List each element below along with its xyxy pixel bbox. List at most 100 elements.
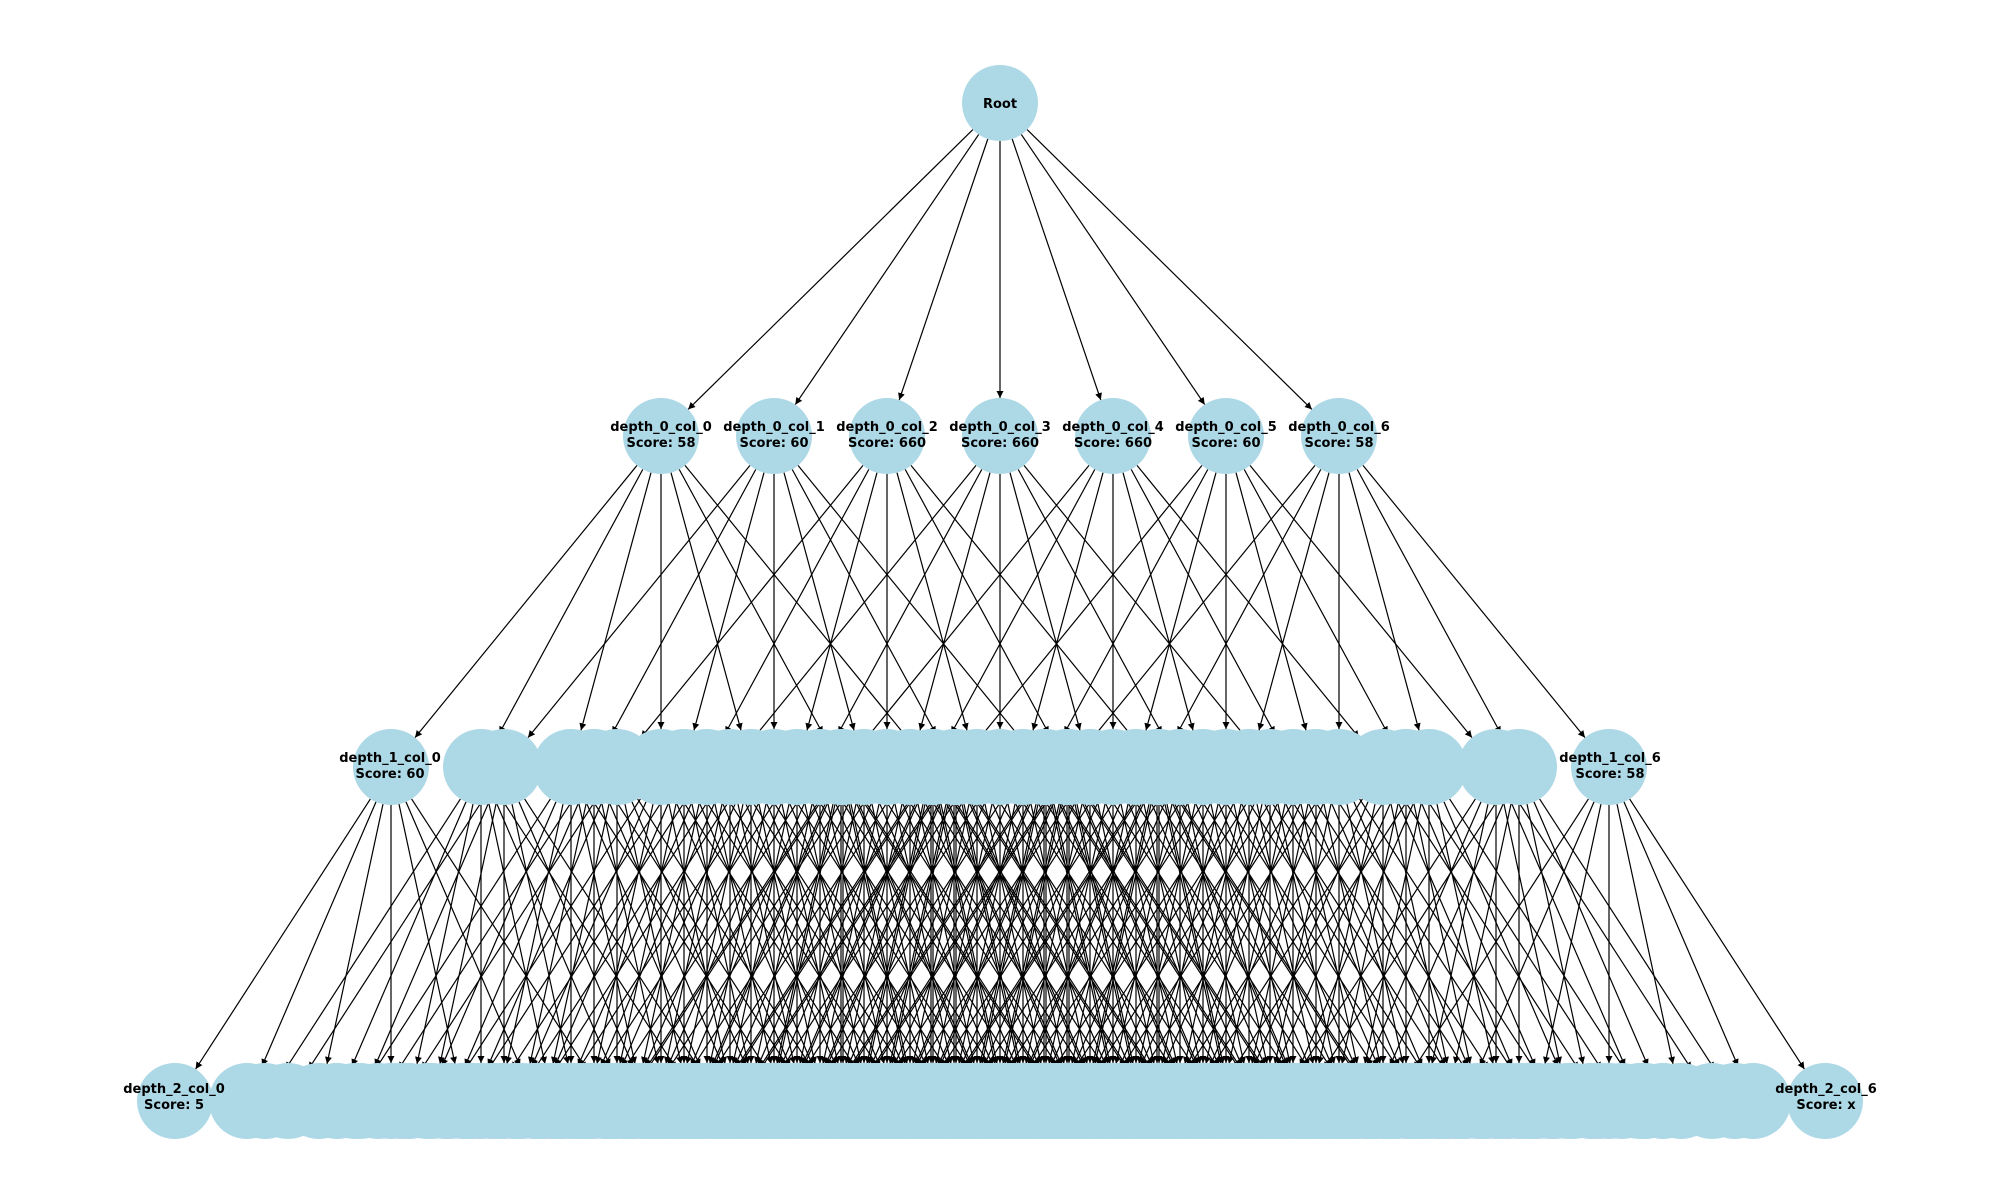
edge-arrow-l3-246 [826, 801, 942, 1067]
level-3-node-308 [995, 1063, 1071, 1139]
edge-arrow-l3-44 [865, 803, 924, 1065]
edge-arrow-l3-72 [708, 803, 767, 1065]
edge-arrow-l3-36 [711, 801, 827, 1067]
edge-arrow-l3-322 [1233, 798, 1409, 1070]
edge-arrow-l3-121 [821, 803, 880, 1065]
edge-arrow-l3-107 [641, 803, 700, 1065]
edge-arrow-l3-225 [1073, 801, 1189, 1067]
edge-arrow-l3-56 [398, 798, 574, 1070]
edge-arrow-l3-170 [934, 803, 993, 1065]
edge-arrow-l3-233 [1227, 803, 1286, 1065]
edge-arrow-l3-190 [1140, 801, 1256, 1067]
edge-arrow-l1-4 [1011, 138, 1102, 401]
level-3-node-342 [1787, 1063, 1863, 1139]
edge-arrow-l3-155 [690, 801, 806, 1067]
edge-arrow-l3-236 [1307, 801, 1423, 1067]
level-1-name-1: depth_0_col_1 [723, 420, 825, 435]
edge-arrow-l3-197 [713, 801, 829, 1067]
edge-arrow-l3-280 [1210, 798, 1386, 1070]
edge-arrow-l3-254 [980, 803, 1039, 1065]
level-2-node-35 [918, 729, 994, 805]
edge-arrow-l3-253 [916, 801, 1032, 1067]
level-1-name-2: depth_0_col_2 [836, 420, 938, 435]
edge-arrow-l3-14 [375, 798, 551, 1070]
edge-arrow-l3-90 [974, 798, 1150, 1070]
edge-arrow-l3-37 [775, 803, 834, 1065]
edge-arrow-l3-135 [1001, 803, 1060, 1065]
edge-arrow-l3-203 [737, 798, 913, 1070]
edge-arrow-l3-287 [1300, 798, 1476, 1070]
edge-arrow-l3-134 [937, 801, 1053, 1067]
edge-arrow-l3-237 [1313, 798, 1489, 1070]
node-layer [137, 65, 1863, 1139]
edge-arrow-l3-48 [951, 798, 1127, 1070]
level-1-node-4 [1075, 398, 1151, 474]
level-3-node-294 [815, 1063, 891, 1139]
edge-arrow-l3-182 [984, 798, 1160, 1070]
level-1-node-5 [1188, 398, 1264, 474]
edge-arrow-l3-266 [1030, 798, 1206, 1070]
edge-arrow-l2-42 [1092, 465, 1316, 738]
edge-arrow-l3-51 [438, 803, 497, 1065]
level-2-node-0 [353, 729, 429, 805]
edge-arrow-l2-8 [611, 469, 757, 734]
edge-arrow-l2-9 [692, 472, 765, 731]
edge-arrow-l3-65 [618, 803, 677, 1065]
edge-arrow-l3-217 [917, 798, 1093, 1070]
edge-arrow-l2-14 [640, 465, 864, 738]
edge-arrow-l3-239 [1253, 801, 1369, 1067]
level-2-node-45 [1301, 729, 1377, 805]
edge-arrow-l3-329 [1323, 798, 1499, 1070]
edge-arrow-l2-22 [837, 469, 983, 734]
edge-arrow-l2-0 [414, 465, 638, 738]
edge-arrow-l3-77 [668, 798, 844, 1070]
edge-arrow-l3-308 [1053, 798, 1229, 1070]
edge-arrow-l3-4 [398, 803, 457, 1065]
edge-arrow-l3-41 [861, 798, 1037, 1070]
level-2-node-44 [1211, 729, 1287, 805]
edge-arrow-l3-285 [1420, 801, 1536, 1067]
edge-arrow-l3-57 [464, 801, 580, 1067]
edge-arrow-l3-198 [777, 803, 836, 1065]
edge-arrow-l3-268 [1160, 803, 1219, 1065]
edge-arrow-l3-35 [645, 798, 821, 1070]
level-2-node-28 [805, 729, 881, 805]
edge-arrow-l2-33 [1130, 469, 1276, 734]
edge-arrow-l3-96 [1058, 801, 1174, 1067]
edge-arrow-l3-277 [1323, 803, 1382, 1065]
level-2-name-first: depth_1_col_0 [339, 751, 441, 766]
level-2-node-43 [1121, 729, 1197, 805]
edge-arrow-l3-281 [1276, 801, 1392, 1067]
edge-arrow-l2-39 [1235, 472, 1308, 731]
edge-arrow-l2-29 [950, 469, 1096, 734]
edge-arrow-l3-128 [911, 803, 970, 1065]
edge-arrow-l3-211 [893, 801, 1009, 1067]
edge-arrow-l3-9 [415, 803, 474, 1065]
edge-arrow-l3-23 [595, 803, 654, 1065]
edge-arrow-l3-0 [195, 798, 371, 1070]
edge-arrow-l3-336 [1413, 798, 1589, 1070]
edge-arrow-l3-333 [1526, 803, 1585, 1065]
edge-arrow-l3-183 [1050, 801, 1166, 1067]
label-layer: Root depth_0_col_0 Score: 58 depth_0_col… [123, 97, 1877, 1113]
level-3-node-338 [1499, 1063, 1575, 1139]
level-1-score-5: Score: 60 [1191, 436, 1260, 451]
edge-arrow-l3-235 [1300, 803, 1359, 1065]
edge-arrow-l3-324 [1363, 803, 1422, 1065]
level-2-name-last: depth_1_col_6 [1559, 751, 1661, 766]
edge-arrow-l3-204 [803, 801, 919, 1067]
edge-arrow-l1-6 [1026, 129, 1313, 410]
level-1-score-6: Score: 58 [1304, 436, 1373, 451]
edge-arrow-l2-12 [791, 469, 937, 734]
level-3-node-322 [1175, 1063, 1251, 1139]
edge-arrow-l3-273 [1120, 798, 1296, 1070]
edge-arrow-l3-114 [731, 803, 790, 1065]
edge-arrow-l3-70 [578, 798, 754, 1070]
edge-arrow-l2-6 [684, 465, 908, 738]
edge-arrow-l2-20 [910, 465, 1134, 738]
edge-arrow-l3-7 [285, 798, 461, 1070]
edge-arrow-l3-260 [1006, 801, 1122, 1067]
edge-arrow-l3-312 [1256, 803, 1315, 1065]
edge-arrow-l3-226 [1137, 803, 1196, 1065]
edge-arrow-l3-214 [1030, 803, 1089, 1065]
